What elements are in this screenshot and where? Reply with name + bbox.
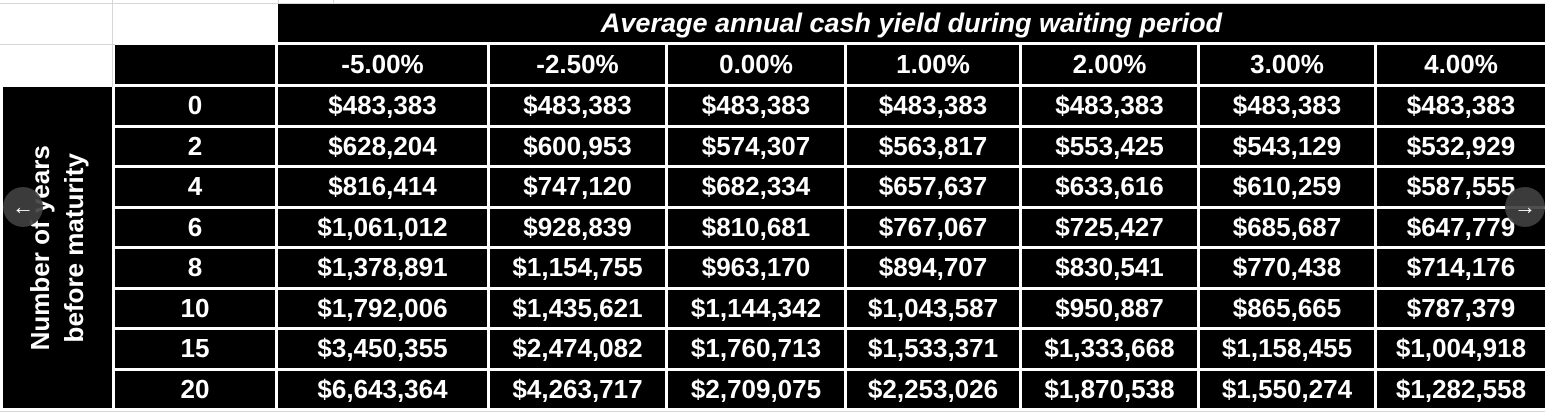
value-cell[interactable]: $1,282,558 <box>1377 370 1545 408</box>
value-cell[interactable]: $1,144,342 <box>668 289 844 327</box>
value-cell[interactable]: $894,707 <box>847 249 1019 287</box>
row-header-cell[interactable]: 20 <box>115 370 275 408</box>
value-cell[interactable]: $1,158,455 <box>1200 330 1374 368</box>
row-header-cell[interactable]: 2 <box>115 127 275 165</box>
column-header-cell[interactable]: 2.00% <box>1022 45 1197 84</box>
value-cell[interactable]: $1,061,012 <box>278 208 487 246</box>
table-row: 0 $483,383 $483,383 $483,383 $483,383 $4… <box>115 87 1545 125</box>
row-header-cell[interactable]: 4 <box>115 168 275 206</box>
value-cell[interactable]: $1,154,755 <box>490 249 665 287</box>
value-cell[interactable]: $633,616 <box>1022 168 1197 206</box>
row-axis-label-cell[interactable]: Number of years before maturity <box>3 87 112 408</box>
value-cell[interactable]: $543,129 <box>1200 127 1374 165</box>
column-header-cell[interactable]: 0.00% <box>668 45 844 84</box>
value-cell[interactable]: $787,379 <box>1377 289 1545 327</box>
value-cell[interactable]: $682,334 <box>668 168 844 206</box>
row-axis-label-line1: Number of years <box>24 144 55 351</box>
value-cell[interactable]: $1,004,918 <box>1377 330 1545 368</box>
value-cell[interactable]: $628,204 <box>278 127 487 165</box>
gridline <box>278 0 279 4</box>
value-cell[interactable]: $657,637 <box>847 168 1019 206</box>
table-title-cell[interactable]: Average annual cash yield during waiting… <box>278 4 1545 42</box>
row-header-cell[interactable]: 0 <box>115 87 275 125</box>
value-cell[interactable]: $810,681 <box>668 208 844 246</box>
row-header-cell[interactable]: 15 <box>115 330 275 368</box>
value-cell[interactable]: $4,263,717 <box>490 370 665 408</box>
gridline <box>112 0 113 87</box>
value-cell[interactable]: $2,253,026 <box>847 370 1019 408</box>
value-cell[interactable]: $483,383 <box>278 87 487 125</box>
value-cell[interactable]: $2,709,075 <box>668 370 844 408</box>
value-cell[interactable]: $1,870,538 <box>1022 370 1197 408</box>
table-row: 8 $1,378,891 $1,154,755 $963,170 $894,70… <box>115 249 1545 287</box>
gridline <box>0 411 1545 412</box>
row-header-cell[interactable]: 6 <box>115 208 275 246</box>
value-cell[interactable]: $6,643,364 <box>278 370 487 408</box>
row-axis-label: Number of years before maturity <box>24 145 92 350</box>
column-header-cell[interactable]: 4.00% <box>1377 45 1545 84</box>
value-cell[interactable]: $1,760,713 <box>668 330 844 368</box>
value-cell[interactable]: $574,307 <box>668 127 844 165</box>
value-cell[interactable]: $1,378,891 <box>278 249 487 287</box>
table-body: 0 $483,383 $483,383 $483,383 $483,383 $4… <box>115 87 1545 408</box>
value-cell[interactable]: $865,665 <box>1200 289 1374 327</box>
value-cell[interactable]: $747,120 <box>490 168 665 206</box>
row-axis-label-line2: before maturity <box>58 152 89 343</box>
value-cell[interactable]: $685,687 <box>1200 208 1374 246</box>
value-cell[interactable]: $553,425 <box>1022 127 1197 165</box>
empty-header-cell[interactable] <box>115 45 275 84</box>
column-header-cell[interactable]: -5.00% <box>278 45 487 84</box>
row-header-cell[interactable]: 10 <box>115 289 275 327</box>
value-cell[interactable]: $610,259 <box>1200 168 1374 206</box>
gridline <box>333 0 334 4</box>
value-cell[interactable]: $1,533,371 <box>847 330 1019 368</box>
column-header-cell[interactable]: 3.00% <box>1200 45 1374 84</box>
value-cell[interactable]: $483,383 <box>1377 87 1545 125</box>
value-cell[interactable]: $483,383 <box>490 87 665 125</box>
value-cell[interactable]: $816,414 <box>278 168 487 206</box>
value-cell[interactable]: $1,550,274 <box>1200 370 1374 408</box>
value-cell[interactable]: $1,333,668 <box>1022 330 1197 368</box>
table-row: 10 $1,792,006 $1,435,621 $1,144,342 $1,0… <box>115 289 1545 327</box>
value-cell[interactable]: $563,817 <box>847 127 1019 165</box>
value-cell[interactable]: $2,474,082 <box>490 330 665 368</box>
value-cell[interactable]: $483,383 <box>668 87 844 125</box>
value-cell[interactable]: $1,792,006 <box>278 289 487 327</box>
table-row: 15 $3,450,355 $2,474,082 $1,760,713 $1,5… <box>115 330 1545 368</box>
value-cell[interactable]: $767,067 <box>847 208 1019 246</box>
value-cell[interactable]: $483,383 <box>1200 87 1374 125</box>
value-cell[interactable]: $963,170 <box>668 249 844 287</box>
column-header-cell[interactable]: 1.00% <box>847 45 1019 84</box>
value-cell[interactable]: $950,887 <box>1022 289 1197 327</box>
left-arrow-icon: ← <box>12 194 34 219</box>
table-row: 4 $816,414 $747,120 $682,334 $657,637 $6… <box>115 168 1545 206</box>
gridline <box>0 44 115 45</box>
scroll-right-button[interactable]: → <box>1505 187 1545 227</box>
value-cell[interactable]: $770,438 <box>1200 249 1374 287</box>
column-header-row: -5.00% -2.50% 0.00% 1.00% 2.00% 3.00% 4.… <box>115 45 1545 84</box>
value-cell[interactable]: $600,953 <box>490 127 665 165</box>
scroll-left-button[interactable]: ← <box>3 187 43 227</box>
value-cell[interactable]: $714,176 <box>1377 249 1545 287</box>
row-header-cell[interactable]: 8 <box>115 249 275 287</box>
value-cell[interactable]: $532,929 <box>1377 127 1545 165</box>
right-arrow-icon: → <box>1514 194 1536 219</box>
value-cell[interactable]: $830,541 <box>1022 249 1197 287</box>
value-cell[interactable]: $1,043,587 <box>847 289 1019 327</box>
value-cell[interactable]: $928,839 <box>490 208 665 246</box>
table-row: 20 $6,643,364 $4,263,717 $2,709,075 $2,2… <box>115 370 1545 408</box>
value-cell[interactable]: $483,383 <box>847 87 1019 125</box>
table-row: 2 $628,204 $600,953 $574,307 $563,817 $5… <box>115 127 1545 165</box>
table-row: 6 $1,061,012 $928,839 $810,681 $767,067 … <box>115 208 1545 246</box>
value-cell[interactable]: $3,450,355 <box>278 330 487 368</box>
value-cell[interactable]: $725,427 <box>1022 208 1197 246</box>
value-cell[interactable]: $483,383 <box>1022 87 1197 125</box>
column-header-cell[interactable]: -2.50% <box>490 45 665 84</box>
value-cell[interactable]: $1,435,621 <box>490 289 665 327</box>
gridline <box>0 3 1545 4</box>
